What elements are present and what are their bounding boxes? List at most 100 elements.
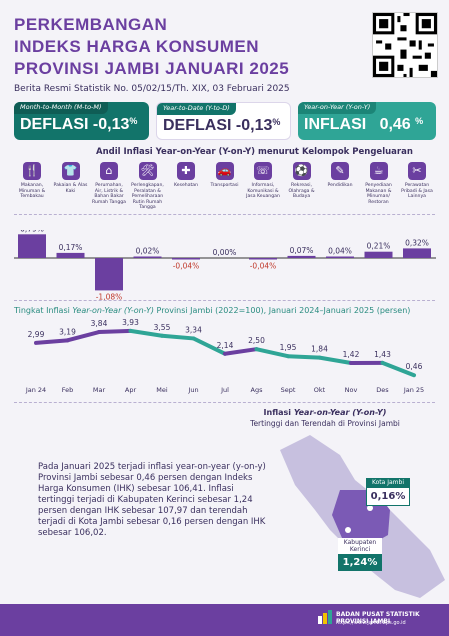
kota-jambi-value: 0,16% — [366, 487, 410, 506]
bps-logo-icon — [318, 610, 332, 624]
page-title: PERKEMBANGAN INDEKS HARGA KONSUMEN PROVI… — [14, 14, 289, 80]
card-number: 0,46 — [379, 116, 411, 133]
line-data-label: 3,34 — [185, 325, 202, 334]
bar-data-label: -0,04% — [250, 262, 277, 271]
category-item: 🛠 Perlengkapan, Peralatan & Pemeliharaan … — [131, 162, 165, 211]
line-title-em: Year-on-Year (Y-on-Y) — [72, 306, 154, 315]
category-item: ☕ Penyediaan Makanan & Minuman/ Restoran — [362, 162, 396, 205]
card-year-to-date: Year-to-Date (Y-to-D) DEFLASI -0,13% — [156, 102, 291, 140]
x-tick-label: Ags — [251, 386, 264, 394]
food-icon: 🍴 — [23, 162, 41, 180]
category-item: ✚ Kesehatan — [169, 162, 203, 189]
line-data-label: 1,84 — [311, 345, 328, 354]
line-data-label: 1,43 — [374, 350, 391, 359]
line-data-label: 2,99 — [28, 330, 45, 339]
household-icon: 🛠 — [138, 162, 157, 180]
divider — [14, 402, 435, 403]
card-unit: % — [129, 116, 138, 126]
line-segment — [97, 328, 133, 335]
category-item: ☏ Informasi, Komunikasi & Jasa Keuangan — [246, 162, 280, 200]
line-data-label: 1,95 — [280, 343, 297, 352]
bar-data-label: 0,00% — [213, 248, 237, 257]
x-tick-label: Apr — [125, 386, 137, 394]
card-label: Year-on-Year (Y-on-Y) — [298, 102, 377, 114]
title-line-1: PERKEMBANGAN — [14, 15, 168, 34]
bar — [18, 234, 46, 258]
category-item: 🍴 Makanan, Minuman & Tembakau — [15, 162, 49, 200]
education-icon: ✎ — [331, 162, 349, 180]
title-line-3: PROVINSI JAMBI JANUARI 2025 — [14, 59, 290, 78]
bar-data-label: 0,07% — [290, 246, 314, 255]
kerinci-marker — [345, 527, 351, 533]
bar-data-label: 0,79% — [20, 230, 44, 233]
card-label: Month-to-Month (M-to-M) — [14, 102, 108, 114]
jambi-map — [280, 435, 445, 598]
x-tick-label: Feb — [62, 386, 74, 394]
category-name: Perumahan, Air, Listrik & Bahan Bakar Ru… — [92, 183, 126, 205]
line-segment — [34, 338, 70, 345]
card-label: Year-to-Date (Y-to-D) — [157, 103, 236, 115]
card-number: -0,13 — [92, 116, 130, 133]
category-name: Perawatan Pribadi & Jasa Lainnya — [401, 183, 433, 199]
map-title-prefix: Inflasi — [263, 408, 292, 417]
category-name: Perlengkapan, Peralatan & Pemeliharaan R… — [131, 183, 164, 210]
footer-bar — [0, 604, 449, 636]
line-segment — [380, 360, 416, 378]
bar-data-label: 0,21% — [367, 242, 391, 251]
bar — [95, 258, 123, 291]
category-item: 👕 Pakaian & Alas Kaki — [54, 162, 88, 194]
kota-jambi-callout: Kota Jambi 0,16% — [366, 478, 410, 506]
qr-code-icon[interactable] — [372, 12, 438, 78]
footer-org: BADAN PUSAT STATISTIK PROVINSI JAMBI — [336, 611, 420, 625]
category-item: ⚽ Rekreasi, Olahraga & Budaya — [285, 162, 319, 200]
summary-paragraph: Pada Januari 2025 terjadi inflasi year-o… — [38, 462, 266, 538]
card-unit: % — [272, 117, 281, 127]
category-name: Transportasi — [210, 183, 239, 188]
bar — [56, 252, 85, 258]
bar-data-label: 0,04% — [328, 247, 352, 256]
bar — [249, 258, 277, 260]
bar-data-label: -0,04% — [173, 262, 200, 271]
line-data-label: 3,93 — [122, 318, 139, 327]
footer-url[interactable]: https://www.jambi.bps.go.id — [336, 620, 406, 626]
line-chart-title: Tingkat Inflasi Year-on-Year (Y-on-Y) Pr… — [14, 306, 410, 315]
line-data-label: 0,46 — [406, 362, 423, 371]
category-item: ✎ Pendidikan — [323, 162, 357, 189]
bar — [326, 256, 354, 258]
card-unit: % — [415, 116, 424, 126]
communication-icon: ☏ — [254, 162, 272, 180]
card-value: DEFLASI -0,13% — [20, 116, 137, 134]
line-data-label: 2,14 — [217, 341, 234, 350]
divider — [14, 214, 435, 215]
line-data-label: 3,84 — [91, 319, 108, 328]
line-segment — [160, 333, 196, 341]
category-name: Informasi, Komunikasi & Jasa Keuangan — [246, 183, 280, 199]
line-data-label: 3,19 — [59, 327, 76, 336]
recreation-icon: ⚽ — [292, 162, 311, 180]
x-tick-label: Mar — [93, 386, 106, 394]
categories-title: Andil Inflasi Year-on-Year (Y-on-Y) menu… — [96, 147, 413, 157]
restaurant-icon: ☕ — [369, 162, 388, 180]
category-item: 🚗 Transportasi — [208, 162, 242, 189]
category-name: Pakaian & Alas Kaki — [53, 183, 88, 194]
bar — [403, 248, 431, 258]
kerinci-label: Kabupaten Kerinci — [338, 538, 382, 554]
map-subtitle: Tertinggi dan Terendah di Provinsi Jambi — [250, 419, 400, 428]
card-year-on-year: Year-on-Year (Y-on-Y) INFLASI 0,46 % — [298, 102, 436, 140]
bar-data-label: 0,17% — [59, 243, 83, 252]
line-title-prefix: Tingkat Inflasi — [14, 306, 70, 315]
housing-icon: ⌂ — [100, 162, 118, 180]
title-line-2: INDEKS HARGA KONSUMEN — [14, 37, 260, 56]
line-segment — [65, 330, 101, 343]
kota-jambi-label: Kota Jambi — [366, 478, 410, 487]
category-name: Kesehatan — [173, 183, 199, 188]
bar — [287, 255, 316, 258]
qr-code-graphic — [373, 13, 437, 77]
bar-data-label: -1,08% — [96, 292, 123, 301]
bar — [172, 258, 200, 260]
line-segment — [191, 336, 227, 356]
map-title-em: Year-on-Year (Y-on-Y) — [293, 408, 387, 417]
category-name: Makanan, Minuman & Tembakau — [18, 183, 46, 199]
card-type: INFLASI — [304, 116, 367, 133]
kerinci-callout: Kabupaten Kerinci 1,24% — [338, 538, 382, 571]
